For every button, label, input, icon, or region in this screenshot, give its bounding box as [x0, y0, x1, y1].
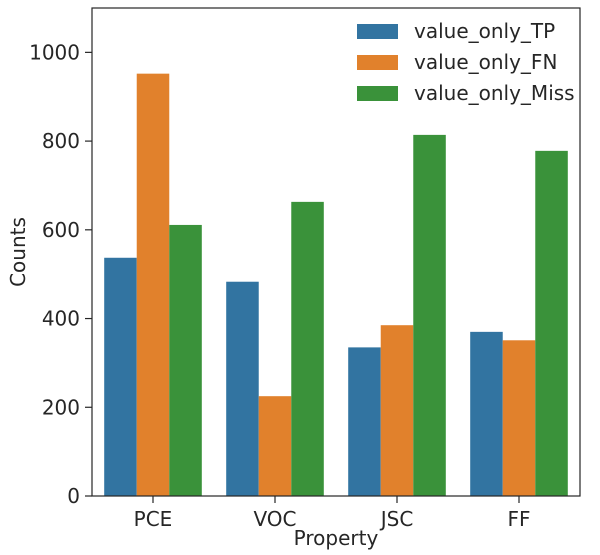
bar-value_only_Miss-FF — [535, 150, 568, 497]
bars-group — [104, 73, 568, 497]
y-tick-label: 800 — [42, 129, 80, 153]
legend-swatch-value_only_TP — [357, 24, 398, 39]
legend-label: value_only_Miss — [414, 81, 575, 105]
x-axis-label: Property — [294, 526, 379, 550]
legend-swatch-value_only_Miss — [357, 86, 398, 101]
legend: value_only_TP value_only_FN value_only_Mis… — [357, 19, 575, 105]
x-tick-label: JSC — [379, 507, 414, 531]
legend-label: value_only_TP — [414, 19, 555, 43]
y-tick-label: 0 — [67, 484, 80, 508]
bar-value_only_TP-FF — [470, 331, 503, 496]
bar-value_only_FN-PCE — [136, 73, 170, 497]
legend-swatch-value_only_FN — [357, 55, 398, 70]
y-tick-label: 600 — [42, 218, 80, 242]
bar-value_only_Miss-VOC — [291, 201, 324, 497]
bar-value_only_Miss-JSC — [413, 134, 446, 496]
y-tick-label: 400 — [42, 307, 80, 331]
y-tick-label: 200 — [42, 395, 80, 419]
bar-value_only_TP-VOC — [226, 281, 259, 496]
bar-value_only_FN-JSC — [380, 325, 414, 496]
x-tick-label: VOC — [253, 507, 296, 531]
bar-value_only_TP-JSC — [348, 347, 381, 496]
x-tick-label: PCE — [134, 507, 173, 531]
x-axis: PCE VOC JSC FF — [134, 496, 531, 531]
bar-value_only_TP-PCE — [104, 257, 137, 496]
x-tick-label: FF — [507, 507, 530, 531]
plot-frame — [91, 7, 581, 497]
y-tick-label: 1000 — [29, 40, 80, 64]
y-axis: 0 200 400 600 800 1000 — [29, 40, 92, 508]
legend-label: value_only_FN — [414, 50, 557, 74]
bar-value_only_FN-FF — [502, 340, 536, 496]
bar-value_only_Miss-PCE — [169, 224, 202, 497]
y-axis-label: Counts — [6, 217, 30, 287]
bar-value_only_FN-VOC — [258, 396, 292, 496]
